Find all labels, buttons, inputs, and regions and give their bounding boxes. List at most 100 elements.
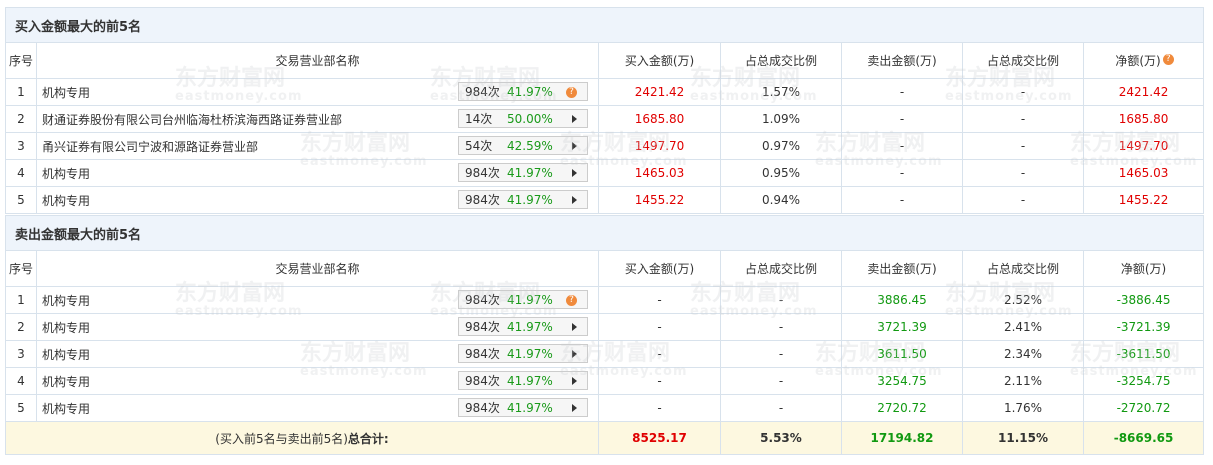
value-cell: 2421.42 xyxy=(1082,78,1205,106)
arrow-icon xyxy=(572,196,577,204)
data-row: 2 财通证券股份有限公司台州临海杜桥滨海西路证券营业部 14次 50.00% 1685.… xyxy=(5,105,1205,133)
rank: 2 xyxy=(5,313,37,341)
header-text: 净额(万) xyxy=(1120,262,1167,276)
header-text: 买入金额(万) xyxy=(624,262,695,276)
trade-count: 54次 xyxy=(465,139,493,153)
value-cell: 0.94% xyxy=(720,186,842,214)
value-cell: 3886.45 xyxy=(841,286,963,314)
value-cell: - xyxy=(962,78,1084,106)
column-header: 卖出金额(万) xyxy=(841,250,963,287)
value-cell: - xyxy=(841,159,963,187)
branch-text: 财通证券股份有限公司台州临海杜桥滨海西路证券营业部 xyxy=(42,112,343,127)
section-title: 买入金额最大的前5名 xyxy=(4,7,1205,43)
column-header: 占总成交比例 xyxy=(962,250,1084,287)
stat-badge[interactable]: 984次 41.97% xyxy=(458,163,588,182)
stat-badge[interactable]: 54次 42.59% xyxy=(458,136,588,155)
branch-text: 机构专用 xyxy=(42,401,91,416)
arrow-icon xyxy=(572,323,577,331)
header-text: 占总成交比例 xyxy=(986,262,1059,276)
value-cell: 1.09% xyxy=(720,105,842,133)
win-rate: 41.97% xyxy=(507,320,553,334)
trade-count: 984次 xyxy=(465,166,500,180)
sell-table: 卖出金额最大的前5名 序号 交易营业部名称 买入金额(万) 占总成交比例 卖出金额(万) 占… xyxy=(4,215,1205,455)
branch-text: 机构专用 xyxy=(42,320,91,335)
trade-count: 984次 xyxy=(465,347,500,361)
total-label: (买入前5名与卖出前5名)总合计: xyxy=(5,421,599,455)
header-text: 净额(万) xyxy=(1115,54,1161,68)
win-rate: 41.97% xyxy=(507,85,553,99)
title-row: 卖出金额最大的前5名 xyxy=(4,215,1205,251)
value-cell: 1497.70 xyxy=(598,132,721,160)
branch-name: 机构专用 984次 41.97% xyxy=(36,313,599,341)
rank: 1 xyxy=(5,78,37,106)
stat-badge[interactable]: 984次 41.97% xyxy=(458,317,588,336)
value-cell: - xyxy=(962,159,1084,187)
stat-badge[interactable]: 984次 41.97%? xyxy=(458,290,588,309)
value-cell: 1.76% xyxy=(962,394,1084,422)
value-cell: - xyxy=(598,394,721,422)
data-row: 2 机构专用 984次 41.97% - -3721.39 2.41% -3721.39 xyxy=(5,313,1205,341)
stat-badge[interactable]: 984次 41.97% xyxy=(458,371,588,390)
value-cell: - xyxy=(598,340,721,368)
arrow-icon xyxy=(572,377,577,385)
branch-name: 机构专用 984次 41.97% xyxy=(36,394,599,422)
win-rate: 41.97% xyxy=(507,347,553,361)
stat-badge[interactable]: 984次 41.97% xyxy=(458,398,588,417)
value-cell: 1685.80 xyxy=(1082,105,1205,133)
value-cell: - xyxy=(841,105,963,133)
column-header: 卖出金额(万) xyxy=(841,42,963,79)
value-cell: - xyxy=(841,132,963,160)
rank: 4 xyxy=(5,367,37,395)
value-cell: 2.34% xyxy=(962,340,1084,368)
total-text: 总合计: xyxy=(347,431,389,446)
stat-badge[interactable]: 984次 41.97% xyxy=(458,344,588,363)
trade-count: 984次 xyxy=(465,293,500,307)
data-row: 4 机构专用 984次 41.97% - -3254.75 2.11% -3254.75 xyxy=(5,367,1205,395)
header-text: 卖出金额(万) xyxy=(867,54,937,68)
header-text: 交易营业部名称 xyxy=(275,54,360,68)
column-header: 净额(万) xyxy=(1082,250,1205,287)
value-cell: 1465.03 xyxy=(1082,159,1205,187)
header-text: 买入金额(万) xyxy=(624,54,695,68)
data-row: 3 机构专用 984次 41.97% - -3611.50 2.34% -3611.50 xyxy=(5,340,1205,368)
help-icon: ? xyxy=(566,295,577,306)
data-row: 3 甬兴证券有限公司宁波和源路证券营业部 54次 42.59% 1497.70 0.97%… xyxy=(5,132,1205,160)
stat-badge[interactable]: 984次 41.97%? xyxy=(458,82,588,101)
value-cell: - xyxy=(720,286,842,314)
total-row: (买入前5名与卖出前5名)总合计: 8525.17 5.53% 17194.82 11.… xyxy=(5,421,1205,455)
value-cell: - xyxy=(720,394,842,422)
branch-text: 机构专用 xyxy=(42,374,91,389)
stat-badge[interactable]: 984次 41.97% xyxy=(458,190,588,209)
value-cell: 3611.50 xyxy=(841,340,963,368)
value-cell: - xyxy=(720,340,842,368)
total-value: -8669.65 xyxy=(1082,421,1205,455)
value-cell: - xyxy=(598,367,721,395)
buy-table: 买入金额最大的前5名 序号 交易营业部名称 买入金额(万) 占总成交比例 卖出金额(万) 占… xyxy=(4,7,1205,214)
value-cell: 2.52% xyxy=(962,286,1084,314)
data-row: 1 机构专用 984次 41.97%? - -3886.45 2.52% -3886.45 xyxy=(5,286,1205,314)
branch-text: 机构专用 xyxy=(42,293,91,308)
value-cell: 0.97% xyxy=(720,132,842,160)
rank: 2 xyxy=(5,105,37,133)
total-value: 11.15% xyxy=(962,421,1084,455)
header-row: 序号 交易营业部名称 买入金额(万) 占总成交比例 卖出金额(万) 占总成交比例 净额(万) xyxy=(5,250,1205,287)
value-cell: - xyxy=(962,105,1084,133)
trade-count: 984次 xyxy=(465,374,500,388)
trade-count: 984次 xyxy=(465,401,500,415)
branch-name: 财通证券股份有限公司台州临海杜桥滨海西路证券营业部 14次 50.00% xyxy=(36,105,599,133)
arrow-icon xyxy=(572,115,577,123)
win-rate: 41.97% xyxy=(507,166,553,180)
branch-text: 甬兴证券有限公司宁波和源路证券营业部 xyxy=(42,139,259,154)
value-cell: -3254.75 xyxy=(1082,367,1205,395)
win-rate: 41.97% xyxy=(507,374,553,388)
branch-name: 机构专用 984次 41.97% xyxy=(36,186,599,214)
help-icon[interactable]: ? xyxy=(1162,54,1174,65)
stat-badge[interactable]: 14次 50.00% xyxy=(458,109,588,128)
branch-text: 机构专用 xyxy=(42,85,91,100)
value-cell: 2.41% xyxy=(962,313,1084,341)
trade-count: 14次 xyxy=(465,112,493,126)
value-cell: -2720.72 xyxy=(1082,394,1205,422)
win-rate: 41.97% xyxy=(507,293,553,307)
column-header: 占总成交比例 xyxy=(962,42,1084,79)
rank: 4 xyxy=(5,159,37,187)
